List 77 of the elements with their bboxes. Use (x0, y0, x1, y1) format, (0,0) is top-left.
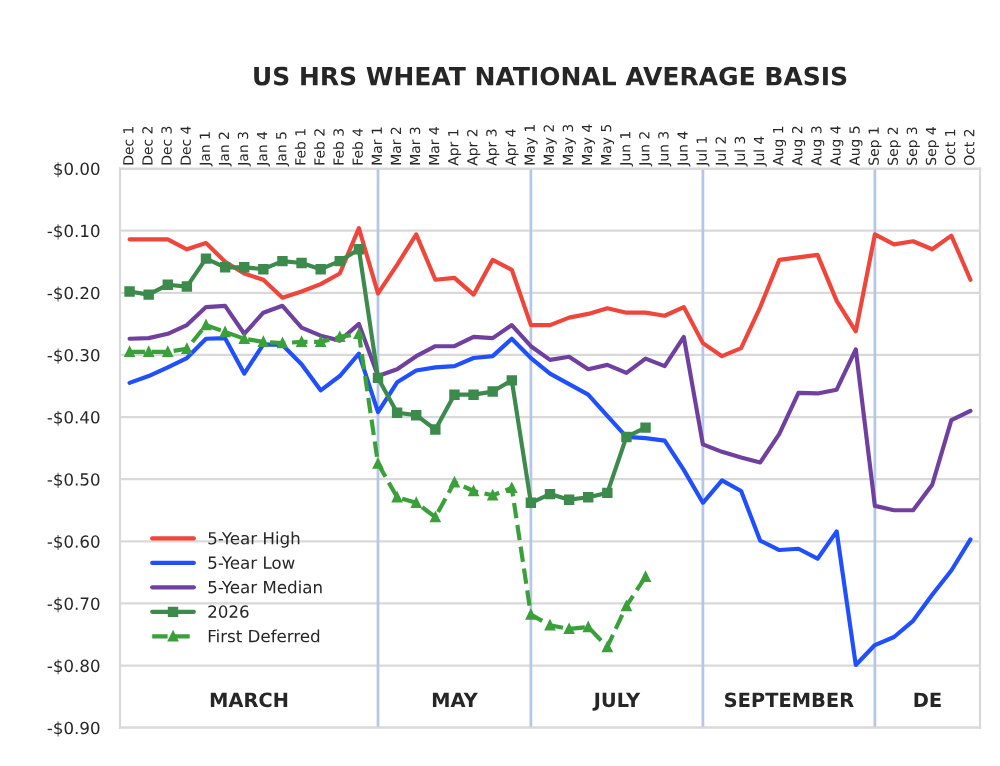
point (583, 621, 594, 633)
y-tick-label: -$0.50 (47, 472, 100, 488)
point (525, 609, 537, 620)
y-tick-label: $0.00 (54, 162, 100, 178)
annotation: MARCH (210, 692, 288, 708)
point (239, 333, 250, 344)
point (143, 346, 154, 358)
point (430, 424, 441, 435)
point (181, 281, 193, 292)
point (334, 331, 345, 343)
point (525, 497, 537, 508)
line-series (127, 303, 973, 513)
annotation: JULY (592, 692, 641, 711)
point (487, 386, 498, 397)
point (124, 286, 135, 297)
annotation: DE (914, 692, 941, 707)
y-tick-label: -$0.40 (47, 410, 100, 426)
point (621, 600, 632, 612)
point (621, 431, 632, 443)
y-tick-label: -$0.80 (47, 659, 100, 675)
legend-label: First Deferred (208, 629, 320, 643)
point (602, 641, 613, 653)
point (353, 328, 365, 339)
point (353, 244, 365, 255)
point (506, 482, 517, 494)
point (181, 343, 193, 354)
point (411, 409, 422, 421)
y-tick-label: -$0.60 (47, 534, 100, 551)
point (143, 289, 154, 300)
point (468, 485, 479, 497)
point (200, 319, 212, 331)
point (315, 263, 326, 275)
point (563, 623, 575, 635)
point (258, 336, 269, 348)
point (200, 253, 212, 264)
point (162, 346, 173, 358)
point (640, 571, 651, 582)
point (411, 497, 422, 508)
point (563, 494, 575, 505)
legend-label: 2026 (208, 605, 249, 618)
chart-title: US HRS WHEAT NATIONAL AVERAGE BASIS (254, 66, 847, 86)
point (430, 511, 441, 523)
annotation: MAY (432, 692, 478, 707)
point (544, 488, 556, 500)
line-series (127, 226, 973, 359)
point (640, 422, 651, 433)
y-tick-label: -$0.90 (47, 721, 100, 737)
point (449, 389, 460, 400)
point (334, 255, 345, 267)
y-tick-label: -$0.70 (47, 597, 100, 613)
point (219, 326, 231, 338)
annotation: SEPTEMBER (725, 692, 854, 708)
point (391, 407, 403, 418)
point (296, 257, 307, 269)
point (391, 491, 403, 503)
point (239, 262, 250, 273)
legend-label: 5-Year Median (208, 580, 322, 594)
point (372, 372, 384, 384)
y-tick-label: -$0.10 (47, 224, 100, 240)
point (124, 346, 135, 358)
y-tick-label: -$0.30 (47, 348, 100, 364)
point (277, 337, 288, 349)
legend-label: 5-Year Low (208, 556, 295, 569)
point (258, 263, 269, 275)
point (277, 255, 288, 267)
point (544, 619, 556, 631)
y-tick-label: -$0.20 (47, 286, 100, 302)
point (162, 279, 173, 290)
point (468, 389, 479, 400)
point (583, 491, 594, 503)
point (602, 487, 613, 499)
point (372, 458, 384, 469)
point (506, 375, 517, 386)
point (219, 262, 231, 273)
point (296, 336, 307, 348)
point (315, 336, 326, 348)
legend-label: 5-Year High (208, 531, 300, 548)
